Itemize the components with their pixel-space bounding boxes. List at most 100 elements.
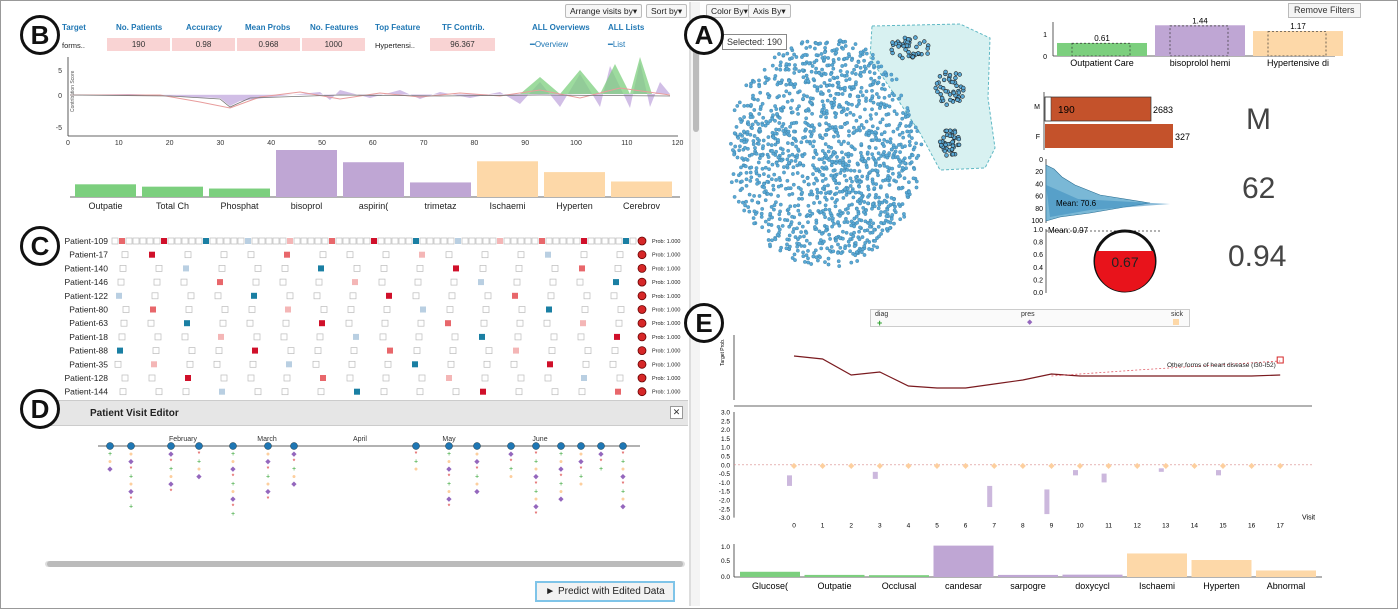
visit-cell (247, 251, 255, 259)
visit-timeline-editor[interactable]: February March April May June+●◆●◆*+●◆*+◆*+●… (40, 428, 690, 558)
scatter-point (812, 166, 817, 170)
visit-cell (348, 360, 356, 368)
visit-xtick: 15 (1219, 523, 1227, 530)
scatter-point (808, 241, 812, 246)
sort-by-button[interactable]: Sort by▾ (646, 4, 688, 18)
scatter-point (868, 170, 872, 175)
visit-cell (608, 237, 616, 245)
visit-node (412, 442, 420, 450)
scatter-point (869, 116, 873, 121)
scatter-point (836, 242, 840, 247)
selected-scatter-point (938, 92, 943, 97)
scatter-point (810, 123, 815, 128)
scatter-point (853, 253, 858, 258)
scatter-point (782, 132, 787, 136)
scatter-point (810, 211, 815, 216)
close-icon[interactable]: ✕ (670, 406, 683, 419)
visit-xtick: 1 (821, 523, 825, 530)
remove-filters-button[interactable]: Remove Filters (1288, 3, 1361, 18)
axis-by-button[interactable]: Axis By▾ (748, 4, 791, 18)
overview-link[interactable]: ━Overview (530, 40, 569, 49)
patient-name: Patient-80 (69, 305, 108, 315)
scatter-point (825, 98, 830, 103)
scatter-point (808, 141, 813, 146)
scatter-point (741, 200, 745, 205)
scatter-point (751, 142, 756, 147)
scatter-point (826, 256, 831, 261)
visit-code-mark: * (170, 489, 173, 496)
predict-button[interactable]: ► Predict with Edited Data (535, 581, 675, 602)
age-ytick: 100 (1031, 218, 1043, 225)
header-all-lists[interactable]: ALL Lists (608, 23, 645, 32)
scatter-point (819, 190, 823, 195)
visit-cell (594, 237, 602, 245)
visit-cell (445, 251, 453, 259)
scatter-point (795, 248, 800, 253)
scatter-point (830, 63, 835, 67)
visit-cell (380, 265, 388, 272)
visit-cell (246, 319, 254, 327)
scatter-point (871, 244, 876, 248)
scroll-thumb[interactable] (693, 42, 699, 132)
scatter-point (891, 129, 896, 134)
scatter-point (812, 181, 816, 186)
editor-title: Patient Visit Editor (90, 408, 179, 419)
header-all-overviews[interactable]: ALL Overviews (532, 23, 590, 32)
scatter-point (843, 44, 848, 48)
list-label[interactable]: List (612, 40, 626, 49)
month-label: February (169, 436, 198, 443)
scatter-point (854, 118, 859, 123)
prob-big-value: 0.94 (1228, 240, 1287, 273)
scatter-point (790, 256, 795, 260)
visit-cell (153, 278, 161, 286)
scatter-point (804, 116, 809, 121)
visit-cell (316, 333, 324, 341)
scatter-point (782, 165, 786, 169)
list-link[interactable]: ━List (608, 40, 626, 49)
visit-cell (579, 265, 585, 272)
color-by-button[interactable]: Color By▾ (706, 4, 753, 18)
scatter-point (786, 141, 790, 145)
gender-chart[interactable]: MF19026833279 (1030, 90, 1190, 152)
editor-hscroll[interactable] (45, 561, 685, 567)
visit-cell (346, 251, 354, 259)
feature-bar (611, 181, 672, 197)
scatter-point (772, 203, 777, 208)
age-ytick: 20 (1035, 169, 1043, 176)
visit-cell (451, 333, 459, 341)
scatter-point (790, 110, 795, 115)
selected-scatter-point (941, 85, 946, 91)
visit-cell (483, 360, 491, 368)
visit-node (619, 442, 627, 450)
scatter-point (748, 112, 753, 116)
patient-name: Patient-122 (65, 291, 109, 301)
contribution-xtick: 50 (318, 140, 326, 147)
bottom-feature-label: Hyperten (1203, 581, 1240, 591)
patient-prob-dot (637, 332, 647, 342)
overview-label[interactable]: Overview (534, 40, 569, 49)
visit-code-mark: ◆ (533, 474, 539, 481)
mean-probs-value: 0.968 (237, 38, 300, 51)
editor-hscroll-thumb[interactable] (47, 561, 683, 567)
bottom-feature-label: doxycycl (1075, 581, 1110, 591)
scatter-point (729, 141, 733, 146)
visit-cell (440, 237, 448, 245)
scatter-point (813, 148, 818, 153)
scatter-point (769, 192, 773, 197)
scatter-point (768, 211, 773, 216)
tsne-scatter[interactable] (720, 18, 1020, 288)
visit-cell (382, 251, 390, 259)
patient-prob-dot (637, 277, 647, 287)
scatter-point (819, 246, 824, 251)
scatter-point (752, 194, 756, 198)
scatter-point (854, 178, 859, 183)
scatter-point (853, 241, 858, 245)
arrange-visits-button[interactable]: Arrange visits by▾ (565, 4, 643, 18)
badge-d: D (20, 389, 60, 429)
scatter-point (770, 148, 774, 153)
patient-prob-dot (637, 291, 647, 301)
scatter-point (870, 124, 875, 129)
visit-cell (319, 320, 325, 327)
